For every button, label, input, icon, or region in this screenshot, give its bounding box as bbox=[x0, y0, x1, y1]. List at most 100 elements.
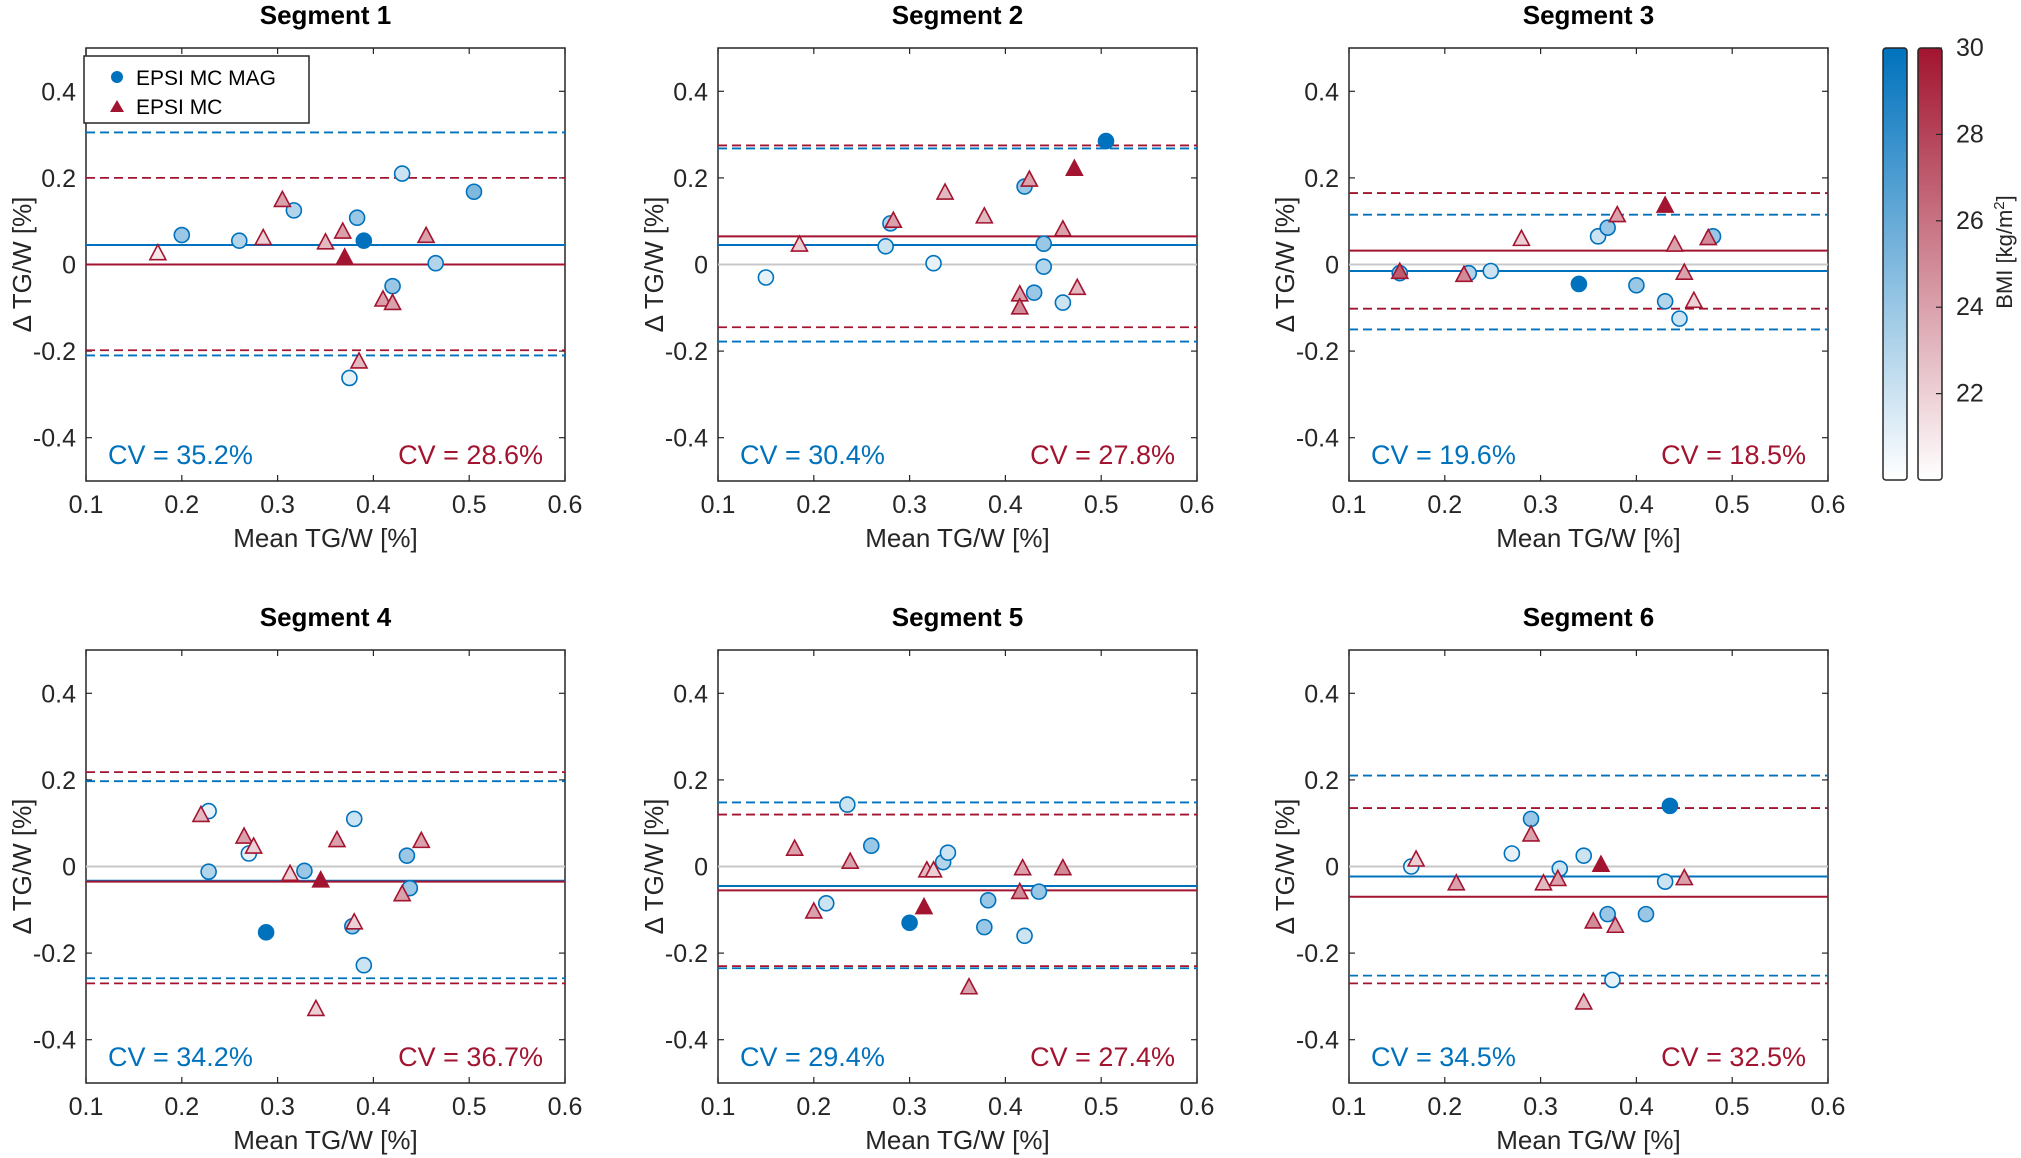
x-tick-label: 0.5 bbox=[1084, 1093, 1119, 1121]
panel-segment-1: 0.1 0.2 0.3 0.4 0.5 0.6 0.4 0.2 0 -0.2 -0.4 CV = 35… bbox=[7, 0, 582, 553]
point-mag bbox=[341, 369, 358, 387]
y-axis-label: Δ TG/W [%] bbox=[1270, 799, 1300, 935]
y-tick-label: -0.2 bbox=[33, 338, 76, 366]
point-mc bbox=[1684, 290, 1704, 309]
point-mc bbox=[253, 227, 273, 246]
x-tick-label: 0.1 bbox=[701, 491, 736, 519]
point-mag bbox=[1054, 294, 1072, 311]
x-tick-label: 0.6 bbox=[1811, 1093, 1846, 1121]
point-mc bbox=[316, 232, 335, 250]
legend-marker-mc bbox=[110, 100, 124, 112]
point-mc bbox=[1605, 915, 1625, 934]
panel-title: Segment 2 bbox=[892, 0, 1024, 30]
point-mc bbox=[1534, 873, 1553, 891]
x-axis-label: Mean TG/W [%] bbox=[865, 1125, 1049, 1155]
colorbar-tick-label: 24 bbox=[1956, 293, 1984, 321]
point-mc bbox=[1674, 262, 1694, 280]
point-mag bbox=[257, 924, 275, 941]
point-mag bbox=[1637, 905, 1655, 923]
point-mag bbox=[200, 863, 217, 880]
x-tick-label: 0.5 bbox=[1084, 491, 1119, 519]
point-mag bbox=[1016, 927, 1033, 945]
point-mag bbox=[817, 895, 835, 912]
cv-label-mag: CV = 34.5% bbox=[1371, 1042, 1516, 1072]
x-tick-label: 0.2 bbox=[796, 491, 831, 519]
point-mag bbox=[976, 918, 993, 936]
x-tick-label: 0.3 bbox=[260, 1093, 295, 1121]
y-tick-label: -0.2 bbox=[1296, 338, 1339, 366]
y-tick-label: 0.2 bbox=[41, 165, 76, 193]
legend-label-mc: EPSI MC bbox=[136, 96, 222, 119]
x-axis-label: Mean TG/W [%] bbox=[865, 523, 1049, 553]
y-tick-label: -0.4 bbox=[1296, 425, 1339, 453]
y-tick-label: 0.2 bbox=[1304, 767, 1339, 795]
point-mc bbox=[1454, 264, 1474, 283]
y-tick-label: 0.2 bbox=[673, 165, 708, 193]
point-mag bbox=[1599, 905, 1616, 923]
point-mag bbox=[355, 232, 373, 249]
x-tick-label: 0.4 bbox=[356, 491, 391, 519]
point-mc bbox=[1521, 824, 1541, 842]
y-tick-label: -0.2 bbox=[665, 338, 708, 366]
point-mc bbox=[790, 234, 809, 252]
panel-segment-6: 0.1 0.2 0.3 0.4 0.5 0.6 0.4 0.2 0 -0.2 -0.4 CV = 34… bbox=[1270, 602, 1845, 1155]
point-mag bbox=[1097, 132, 1115, 150]
point-mc bbox=[935, 182, 955, 200]
x-tick-label: 0.2 bbox=[1427, 1093, 1462, 1121]
point-mc bbox=[416, 225, 436, 244]
y-tick-label: 0.4 bbox=[41, 680, 76, 708]
point-mc bbox=[273, 189, 292, 208]
x-tick-label: 0.2 bbox=[164, 1093, 199, 1121]
point-mc bbox=[335, 247, 354, 265]
point-mc bbox=[349, 351, 369, 369]
cv-label-mag: CV = 35.2% bbox=[108, 440, 253, 470]
legend: EPSI MC MAG EPSI MC bbox=[83, 55, 310, 124]
panel-segment-5: 0.1 0.2 0.3 0.4 0.5 0.6 0.4 0.2 0 -0.2 -0.4 CV = 29… bbox=[639, 602, 1214, 1155]
x-tick-label: 0.4 bbox=[988, 1093, 1023, 1121]
point-mc bbox=[1406, 849, 1426, 867]
x-tick-label: 0.5 bbox=[1715, 1093, 1750, 1121]
x-tick-label: 0.3 bbox=[892, 491, 927, 519]
point-mc bbox=[1655, 195, 1675, 213]
point-mc bbox=[311, 870, 331, 888]
cv-label-mc: CV = 28.6% bbox=[398, 440, 543, 470]
point-mag bbox=[1570, 275, 1588, 293]
legend-label-mag: EPSI MC MAG bbox=[136, 67, 276, 90]
y-tick-label: -0.4 bbox=[665, 425, 708, 453]
point-mc bbox=[148, 242, 168, 261]
colorbar-tick-label: 26 bbox=[1956, 207, 1984, 235]
point-mc bbox=[1674, 867, 1694, 886]
y-axis-label: Δ TG/W [%] bbox=[7, 197, 37, 333]
x-tick-label: 0.4 bbox=[356, 1093, 391, 1121]
cv-label-mag: CV = 29.4% bbox=[740, 1042, 885, 1072]
x-tick-label: 0.2 bbox=[796, 1093, 831, 1121]
point-mag bbox=[1604, 971, 1621, 989]
y-axis-label: Δ TG/W [%] bbox=[639, 799, 669, 935]
cv-label-mag: CV = 30.4% bbox=[740, 440, 885, 470]
point-mc bbox=[383, 292, 402, 311]
panels: 0.1 0.2 0.3 0.4 0.5 0.6 0.4 0.2 0 -0.2 -0.4 CV = 35… bbox=[7, 0, 1845, 1155]
point-mc bbox=[1548, 868, 1568, 887]
x-tick-label: 0.4 bbox=[1619, 491, 1654, 519]
point-mc bbox=[1583, 911, 1603, 929]
point-mag bbox=[862, 837, 880, 855]
x-tick-label: 0.1 bbox=[1332, 491, 1367, 519]
y-tick-label: 0.2 bbox=[41, 767, 76, 795]
cv-label-mc: CV = 27.4% bbox=[1030, 1042, 1175, 1072]
panel-title: Segment 1 bbox=[260, 0, 392, 30]
x-tick-label: 0.4 bbox=[1619, 1093, 1654, 1121]
point-mc bbox=[373, 289, 393, 307]
y-tick-label: 0.4 bbox=[41, 78, 76, 106]
point-mag bbox=[348, 209, 366, 227]
point-mc bbox=[306, 998, 326, 1017]
colorbar-tick-label: 28 bbox=[1956, 120, 1984, 148]
x-tick-label: 0.3 bbox=[260, 491, 295, 519]
panel-segment-2: 0.1 0.2 0.3 0.4 0.5 0.6 0.4 0.2 0 -0.2 -0.4 CV = 30… bbox=[639, 0, 1214, 553]
point-mc bbox=[1665, 234, 1685, 252]
point-mc bbox=[392, 883, 412, 902]
point-mc bbox=[959, 977, 979, 995]
point-mc bbox=[1446, 873, 1466, 891]
x-tick-label: 0.6 bbox=[548, 491, 583, 519]
y-tick-label: -0.4 bbox=[33, 1027, 76, 1055]
